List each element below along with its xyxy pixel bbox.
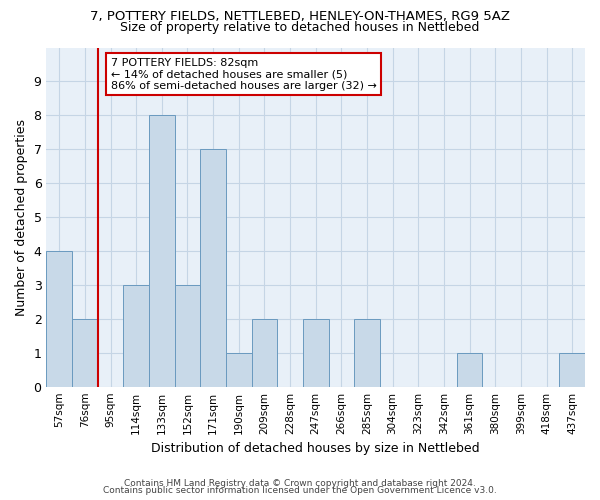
Bar	[200, 150, 226, 386]
Text: 7, POTTERY FIELDS, NETTLEBED, HENLEY-ON-THAMES, RG9 5AZ: 7, POTTERY FIELDS, NETTLEBED, HENLEY-ON-…	[90, 10, 510, 23]
Y-axis label: Number of detached properties: Number of detached properties	[15, 118, 28, 316]
Bar	[251, 319, 277, 386]
Text: Size of property relative to detached houses in Nettlebed: Size of property relative to detached ho…	[121, 21, 479, 34]
Text: Contains HM Land Registry data © Crown copyright and database right 2024.: Contains HM Land Registry data © Crown c…	[124, 478, 476, 488]
Bar	[46, 251, 72, 386]
Bar	[175, 285, 200, 386]
Bar	[354, 319, 380, 386]
Bar	[559, 353, 585, 386]
Bar	[303, 319, 329, 386]
Bar	[149, 116, 175, 386]
Bar	[72, 319, 98, 386]
Text: Contains public sector information licensed under the Open Government Licence v3: Contains public sector information licen…	[103, 486, 497, 495]
Bar	[226, 353, 251, 386]
Bar	[124, 285, 149, 386]
X-axis label: Distribution of detached houses by size in Nettlebed: Distribution of detached houses by size …	[151, 442, 480, 455]
Text: 7 POTTERY FIELDS: 82sqm
← 14% of detached houses are smaller (5)
86% of semi-det: 7 POTTERY FIELDS: 82sqm ← 14% of detache…	[110, 58, 376, 91]
Bar	[457, 353, 482, 386]
